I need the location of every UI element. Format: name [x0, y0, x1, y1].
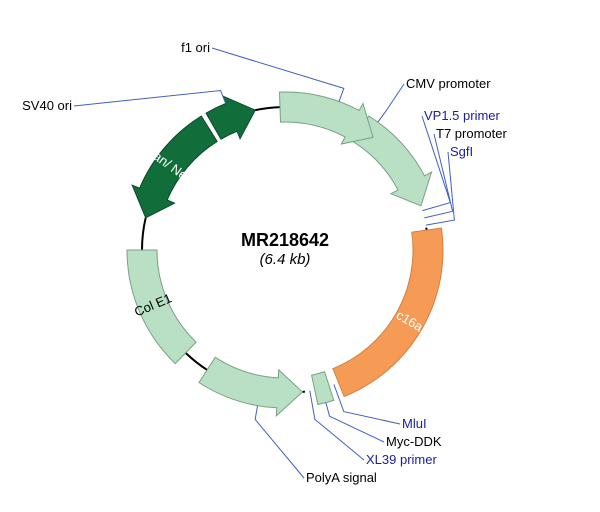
plasmid-size: (6.4 kb) — [205, 251, 365, 268]
backbone — [255, 107, 280, 110]
feature-label-sgfi: SgfI — [450, 144, 473, 159]
feature-label-sv40-ori-arrow: SV40 ori — [22, 98, 72, 113]
feature-myc-ddk — [312, 372, 334, 405]
feature-label-f1-ori: f1 ori — [181, 40, 210, 55]
feature-label-xl39-primer: XL39 primer — [366, 452, 437, 467]
feature-polya-signal — [199, 357, 302, 415]
backbone — [142, 218, 146, 250]
feature-label-vp15-primer: VP1.5 primer — [424, 108, 501, 123]
plasmid-center-label: MR218642 (6.4 kb) — [205, 230, 365, 268]
leader-cmv-promoter — [378, 84, 404, 122]
feature-label-mlui: MluI — [402, 416, 427, 431]
feature-label-cmv-promoter: CMV promoter — [406, 76, 491, 91]
feature-f1-ori — [279, 92, 373, 144]
feature-label-polya-signal: PolyA signal — [306, 470, 377, 485]
leader-f1-ori — [212, 48, 344, 102]
feature-label-myc-ddk: Myc-DDK — [386, 434, 442, 449]
leader-sv40-ori-arrow — [74, 91, 226, 106]
backbone — [186, 353, 207, 370]
leader-polya-signal — [255, 406, 304, 478]
feature-label-t7-promoter: T7 promoter — [436, 126, 507, 141]
feature-sv40-ori-arrow — [206, 96, 255, 139]
plasmid-name: MR218642 — [205, 230, 365, 251]
